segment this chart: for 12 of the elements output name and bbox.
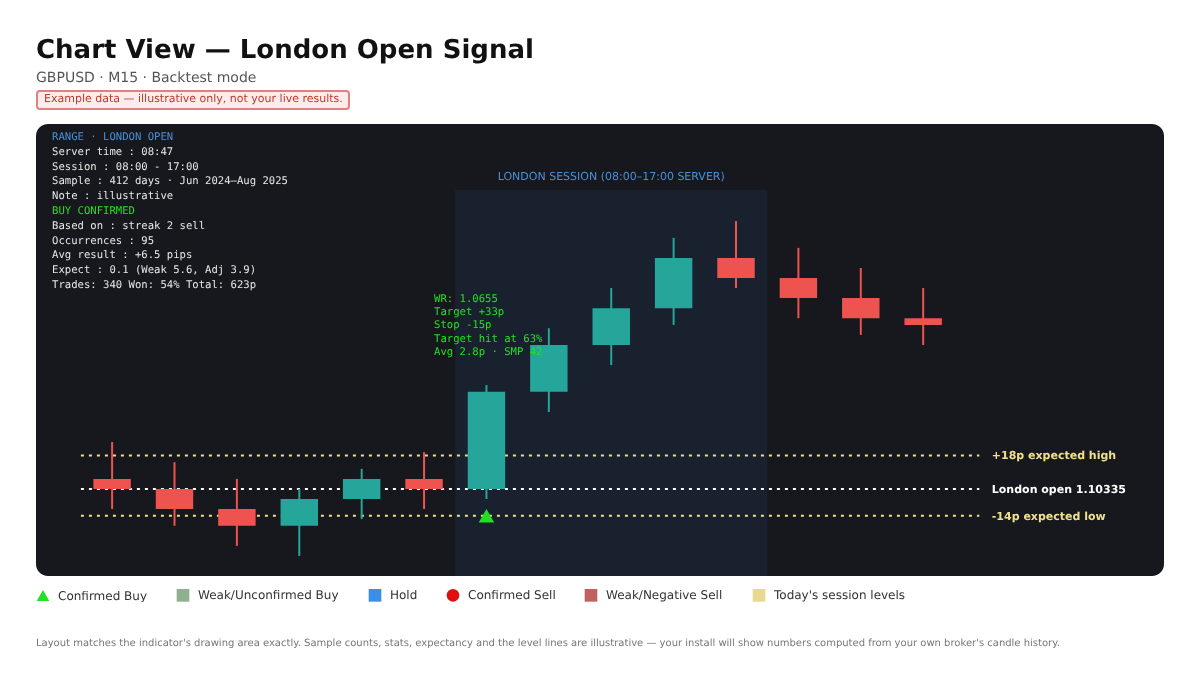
candlestick bbox=[280, 487, 318, 557]
candlestick bbox=[405, 451, 443, 511]
candlestick bbox=[93, 441, 131, 511]
candlestick bbox=[904, 287, 942, 346]
candlestick bbox=[717, 220, 755, 290]
candlestick bbox=[592, 287, 630, 367]
candlestick bbox=[342, 467, 381, 521]
chart-title: Chart View — London Open Signal bbox=[36, 36, 534, 66]
candlestick bbox=[779, 246, 818, 320]
candlestick bbox=[842, 266, 880, 336]
candlestick bbox=[155, 461, 194, 527]
candlestick bbox=[218, 477, 256, 547]
